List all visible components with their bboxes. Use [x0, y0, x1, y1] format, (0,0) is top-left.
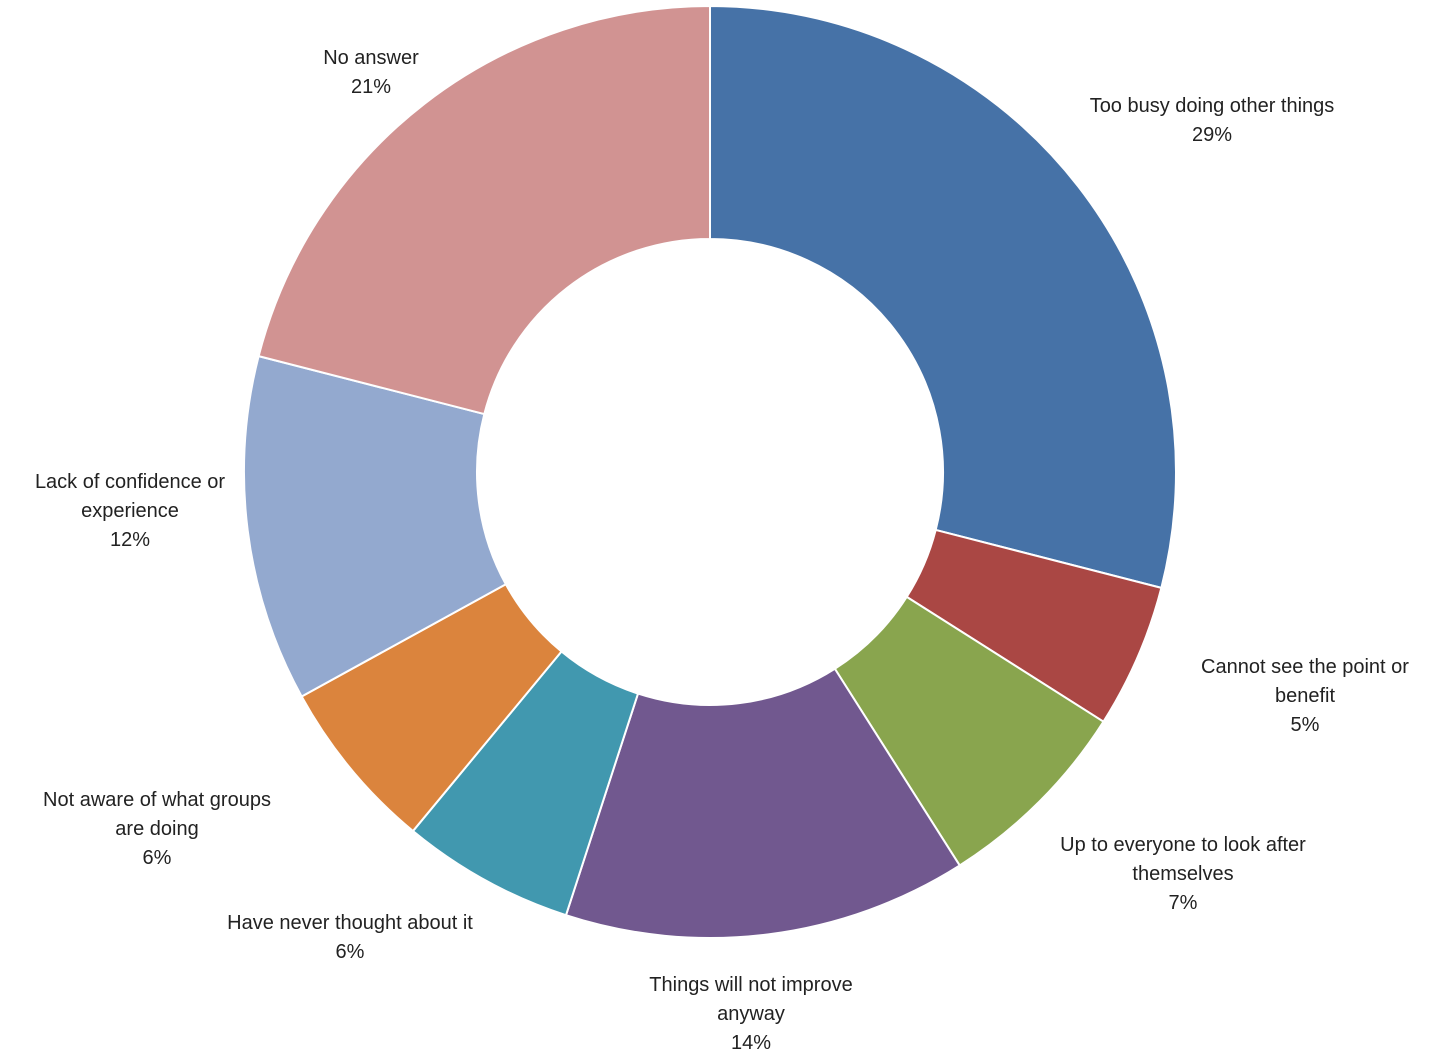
- data-label-no-answer: No answer 21%: [323, 47, 419, 98]
- data-label-value: 14%: [731, 1032, 771, 1054]
- data-label-value: 7%: [1169, 892, 1198, 914]
- data-label-category: benefit: [1275, 685, 1335, 707]
- data-label-category: Lack of confidence or: [35, 471, 225, 493]
- data-label-not-aware-of-what-groups-are-doing: Not aware of what groups are doing 6%: [43, 789, 271, 869]
- data-label-category: Too busy doing other things: [1090, 95, 1335, 117]
- slice-too-busy-doing-other-things: [709, 4, 1177, 590]
- data-label-category: No answer: [323, 47, 419, 69]
- data-label-value: 29%: [1192, 124, 1232, 146]
- data-label-value: 6%: [336, 941, 365, 963]
- data-label-value: 5%: [1291, 714, 1320, 736]
- data-label-category: are doing: [115, 818, 198, 840]
- data-label-category: Things will not improve: [649, 974, 852, 996]
- data-label-too-busy-doing-other-things: Too busy doing other things 29%: [1090, 95, 1335, 146]
- data-label-things-will-not-improve-anyway: Things will not improve anyway 14%: [649, 974, 852, 1054]
- data-label-value: 6%: [143, 847, 172, 869]
- data-label-have-never-thought-about-it: Have never thought about it 6%: [227, 912, 473, 963]
- data-label-category: Not aware of what groups: [43, 789, 271, 811]
- data-label-category: themselves: [1132, 863, 1233, 885]
- data-label-category: Cannot see the point or: [1201, 656, 1409, 678]
- data-label-category: Up to everyone to look after: [1060, 834, 1306, 856]
- data-label-value: 12%: [110, 529, 150, 551]
- donut-slices: [243, 4, 1177, 939]
- data-label-lack-of-confidence-or-experience: Lack of confidence or experience 12%: [35, 471, 225, 551]
- slice-lack-of-confidence-or-experience: [243, 354, 508, 698]
- slice-no-answer: [257, 4, 711, 416]
- data-label-category: anyway: [717, 1003, 785, 1025]
- data-label-category: experience: [81, 500, 179, 522]
- data-labels: Too busy doing other things 29% Cannot see…: [35, 47, 1409, 1054]
- data-label-up-to-everyone-to-look-after-themselves: Up to everyone to look after themselves 7%: [1060, 834, 1306, 914]
- slice-things-will-not-improve-anyway: [564, 667, 962, 939]
- data-label-category: Have never thought about it: [227, 912, 473, 934]
- data-label-value: 21%: [351, 76, 391, 98]
- data-label-cannot-see-the-point-or-benefit: Cannot see the point or benefit 5%: [1201, 656, 1409, 736]
